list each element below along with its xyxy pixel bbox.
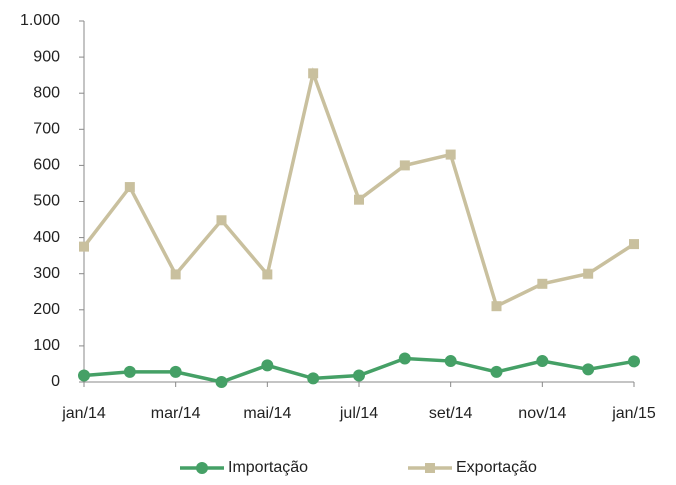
point <box>262 269 273 280</box>
point <box>490 365 503 378</box>
y-tick-label: 800 <box>33 84 60 101</box>
point <box>79 241 89 252</box>
point <box>583 268 594 279</box>
legend-label: Exportação <box>456 459 537 476</box>
point <box>398 352 411 365</box>
point <box>123 365 136 378</box>
point <box>399 160 410 171</box>
point <box>445 149 456 160</box>
point <box>353 369 365 382</box>
point <box>261 359 274 372</box>
point <box>308 68 319 79</box>
point <box>582 363 595 376</box>
y-tick-label: 1.000 <box>20 12 60 29</box>
y-tick-label: 600 <box>33 157 60 174</box>
x-tick-label: jul/14 <box>339 405 378 422</box>
point <box>169 365 182 378</box>
point <box>537 278 548 289</box>
x-tick-label: mai/14 <box>243 405 291 422</box>
y-tick-label: 0 <box>51 373 60 390</box>
point <box>354 194 364 205</box>
y-tick-label: 200 <box>33 301 60 318</box>
y-tick-label: 900 <box>33 48 60 65</box>
point <box>629 239 639 250</box>
y-tick-label: 300 <box>33 265 60 282</box>
point <box>307 372 320 385</box>
point <box>124 182 135 193</box>
y-tick-label: 700 <box>33 121 60 138</box>
point <box>215 376 228 388</box>
point <box>491 301 502 312</box>
x-tick-label: jan/15 <box>611 405 656 422</box>
x-tick-label: mar/14 <box>151 405 201 422</box>
point <box>444 355 457 368</box>
legend-marker <box>425 463 435 473</box>
y-tick-label: 100 <box>33 337 60 354</box>
point <box>78 369 90 382</box>
point <box>170 269 181 280</box>
point <box>536 355 549 368</box>
legend-marker <box>196 462 208 474</box>
y-tick-label: 400 <box>33 229 60 246</box>
series-line <box>82 67 635 309</box>
point <box>628 355 640 368</box>
x-tick-label: nov/14 <box>518 405 566 422</box>
legend-label: Importação <box>228 459 308 476</box>
y-tick-label: 500 <box>33 193 60 210</box>
x-tick-label: jan/14 <box>61 405 106 422</box>
point <box>216 215 227 226</box>
x-tick-label: set/14 <box>429 405 473 422</box>
